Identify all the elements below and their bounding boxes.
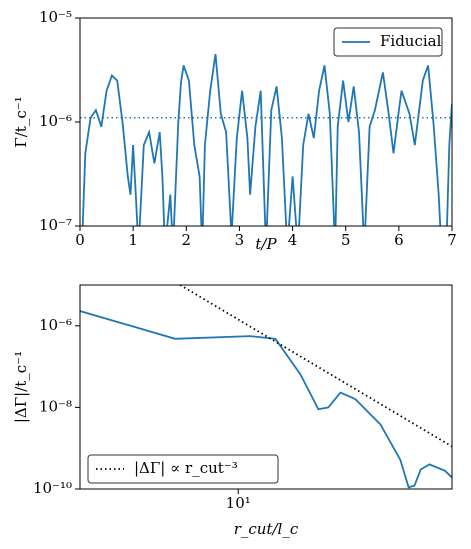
x-tick-label: 6	[394, 231, 404, 249]
legend-label: Fiducial	[380, 32, 442, 50]
legend-box	[87, 454, 279, 484]
y-axis-label: |ΔΓ|/t_c⁻¹	[12, 351, 30, 423]
data-line	[81, 53, 452, 226]
y-tick-label: 10⁻¹⁰	[33, 479, 72, 497]
x-axis-label: t/P	[255, 235, 277, 253]
x-tick-label: 5	[341, 231, 351, 249]
x-tick-label: 0	[75, 231, 85, 249]
x-tick-label: 7	[447, 231, 457, 249]
legend-box	[333, 27, 443, 57]
y-tick-label: 10⁻⁸	[39, 397, 72, 415]
y-axis-label: Γ/t_c⁻¹	[12, 96, 30, 147]
data-line	[80, 310, 452, 489]
data-line	[179, 285, 452, 448]
legend-label: |ΔΓ| ∝ r_cut⁻³	[134, 459, 238, 477]
x-tick-label: 2	[182, 231, 192, 249]
x-tick-label: 4	[288, 231, 298, 249]
x-tick-label: 1	[128, 231, 138, 249]
y-tick-label: 10⁻⁶	[39, 112, 72, 130]
y-tick-label: 10⁻⁵	[39, 8, 72, 26]
axes-frame	[79, 284, 453, 490]
y-tick-label: 10⁻⁷	[39, 216, 72, 234]
x-axis-label: r_cut/l_c	[234, 520, 299, 538]
x-tick-label: 3	[235, 231, 245, 249]
x-tick-label: 10¹	[226, 494, 251, 512]
axes-frame	[79, 17, 453, 227]
y-tick-label: 10⁻⁶	[39, 316, 72, 334]
